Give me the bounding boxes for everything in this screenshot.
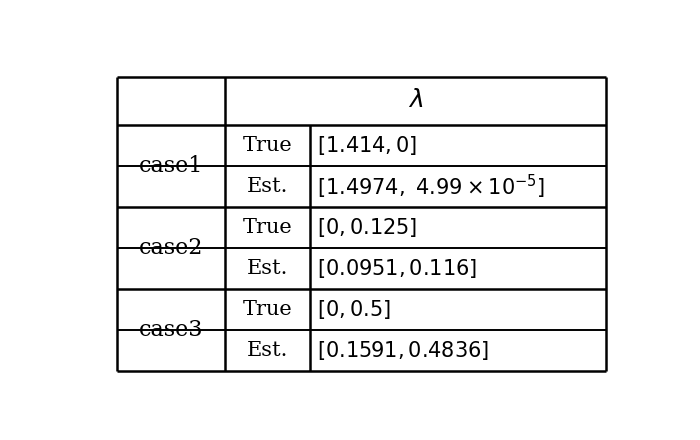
- Text: Est.: Est.: [247, 259, 288, 278]
- Text: True: True: [243, 218, 293, 237]
- Bar: [118, 77, 606, 371]
- Text: $[1.4974,\ 4.99\times10^{-5}]$: $[1.4974,\ 4.99\times10^{-5}]$: [316, 172, 545, 201]
- Text: Est.: Est.: [247, 341, 288, 360]
- Text: True: True: [243, 136, 293, 155]
- Text: case3: case3: [139, 319, 203, 341]
- Text: $[0, 0.125]$: $[0, 0.125]$: [316, 216, 417, 239]
- Text: $\lambda$: $\lambda$: [407, 89, 423, 112]
- Text: Est.: Est.: [247, 177, 288, 196]
- Text: $[0.1591, 0.4836]$: $[0.1591, 0.4836]$: [316, 339, 489, 362]
- Text: $[0.0951, 0.116]$: $[0.0951, 0.116]$: [316, 257, 477, 280]
- Text: case2: case2: [139, 237, 203, 259]
- Text: case1: case1: [139, 155, 203, 177]
- Text: $[0, 0.5]$: $[0, 0.5]$: [316, 298, 391, 321]
- Text: $[1.414, 0]$: $[1.414, 0]$: [316, 134, 417, 157]
- Text: True: True: [243, 300, 293, 319]
